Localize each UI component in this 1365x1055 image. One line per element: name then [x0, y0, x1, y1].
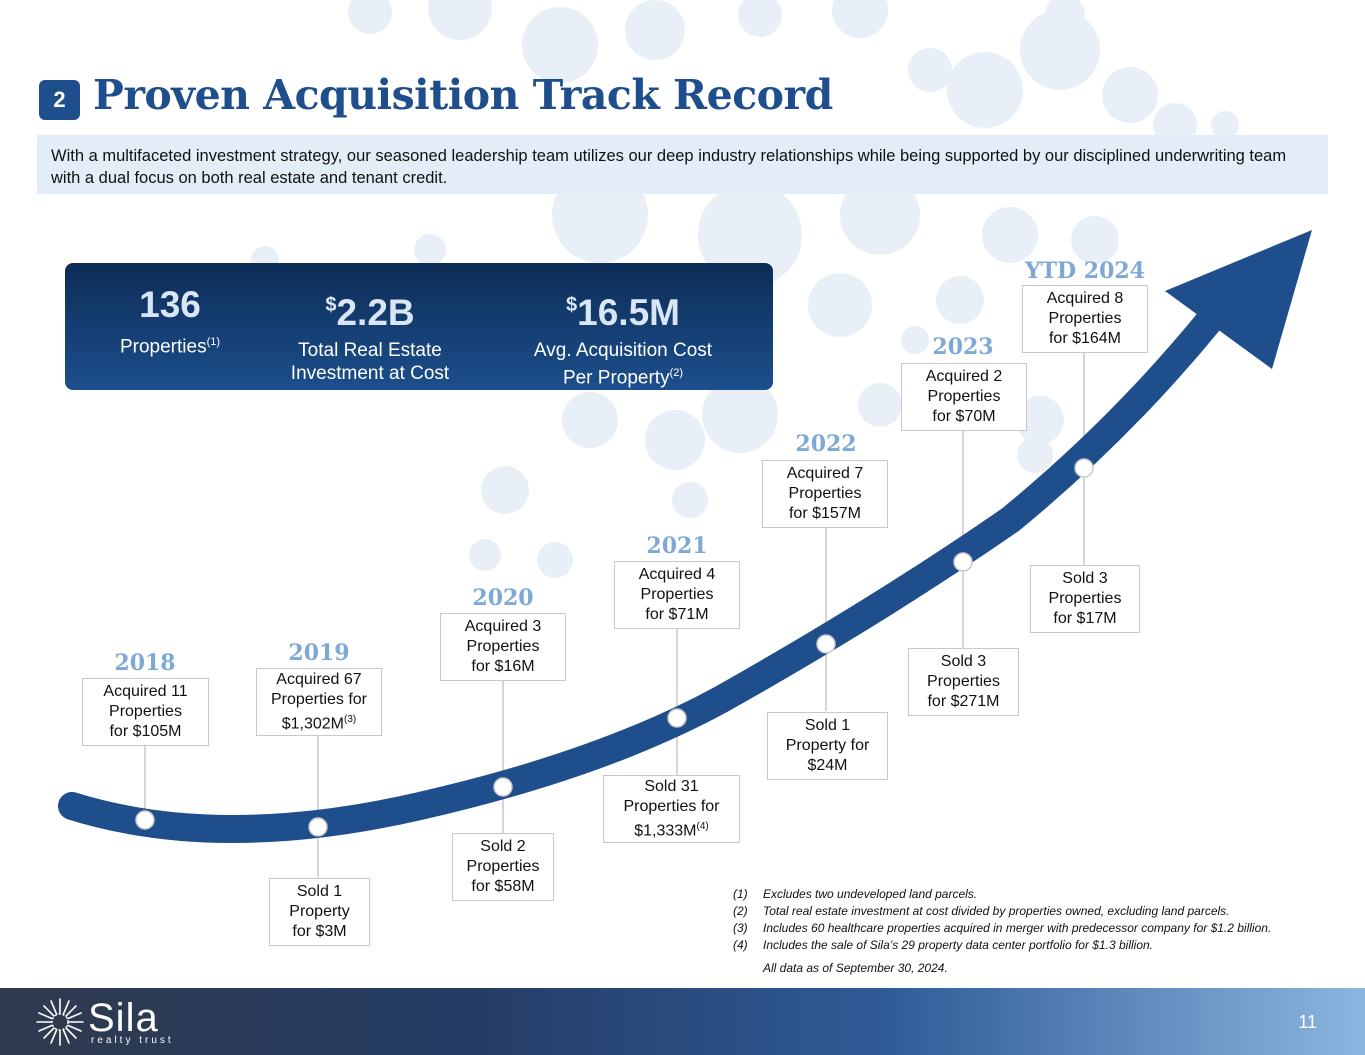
year-2020: 2020	[472, 585, 534, 611]
sold-2022: Sold 1 Property for $24M	[767, 712, 888, 780]
stat-properties-label: Properties(1)	[119, 336, 221, 358]
stats-panel: 136 Properties(1) $2.2B Total Real Estat…	[65, 263, 773, 390]
timeline-dots	[135, 458, 1094, 837]
acquired-2021: Acquired 4 Properties for $71M	[614, 561, 740, 629]
footer-bar	[0, 988, 1365, 1055]
footnotes: (1) Excludes two undeveloped land parcels…	[733, 886, 1353, 977]
stat-total-investment-value: $2.2B	[325, 292, 415, 333]
page-number: 11	[1298, 1012, 1317, 1032]
acquired-ytd-2024: Acquired 8 Properties for $164M	[1022, 285, 1148, 353]
sold-2023: Sold 3 Properties for $271M	[908, 648, 1019, 716]
starburst-logo-icon	[36, 998, 84, 1046]
stat-total-investment: $2.2B Total Real Estate Investment at Cos…	[280, 285, 460, 385]
footnote-4: (4) Includes the sale of Sila’s 29 proper…	[733, 938, 1154, 952]
acquired-2018: Acquired 11 Properties for $105M	[82, 678, 209, 746]
stat-avg-cost: $16.5M Avg. Acquisition Cost Per Property…	[513, 285, 733, 389]
sold-ytd-2024: Sold 3 Properties for $17M	[1030, 565, 1140, 633]
arrow-body	[58, 306, 1224, 843]
section-number-badge: 2	[39, 80, 80, 120]
page-title: Proven Acquisition Track Record	[93, 71, 833, 119]
acquired-2023: Acquired 2 Properties for $70M	[901, 363, 1027, 431]
stat-avg-cost-label: Avg. Acquisition Cost Per Property(2)	[533, 340, 713, 389]
logo-subtitle: realty trust	[91, 1034, 174, 1046]
footnote-3: (3) Includes 60 healthcare properties acq…	[733, 921, 1272, 935]
sila-logo: Sila realty trust	[34, 996, 174, 1048]
year-2019: 2019	[288, 640, 350, 666]
stat-avg-cost-value: $16.5M	[566, 292, 680, 333]
year-2023: 2023	[932, 334, 994, 360]
footnote-2: (2) Total real estate investment at cost …	[733, 904, 1230, 918]
footnote-1: (1) Excludes two undeveloped land parcels…	[733, 887, 978, 901]
year-2018: 2018	[114, 650, 176, 676]
sold-2020: Sold 2 Properties for $58M	[452, 833, 554, 901]
stat-properties: 136 Properties(1)	[105, 285, 235, 358]
intro-text: With a multifaceted investment strategy,…	[37, 135, 1328, 194]
acquired-2020: Acquired 3 Properties for $16M	[440, 613, 566, 681]
sold-2019: Sold 1 Property for $3M	[269, 878, 370, 946]
stat-total-investment-label: Total Real Estate Investment at Cost	[290, 340, 450, 384]
data-as-of-note: All data as of September 30, 2024.	[763, 961, 948, 975]
sold-2021: Sold 31 Properties for $1,333M(4)	[603, 775, 740, 843]
year-ytd-2024: YTD 2024	[1024, 258, 1146, 284]
arrow-head	[1165, 230, 1312, 369]
year-2022: 2022	[795, 431, 857, 457]
acquired-2022: Acquired 7 Properties for $157M	[762, 460, 888, 528]
year-2021: 2021	[646, 533, 708, 559]
acquired-2019: Acquired 67 Properties for $1,302M(3)	[256, 668, 382, 736]
logo-wordmark: Sila	[88, 995, 159, 1040]
stat-properties-value: 136	[139, 284, 201, 325]
